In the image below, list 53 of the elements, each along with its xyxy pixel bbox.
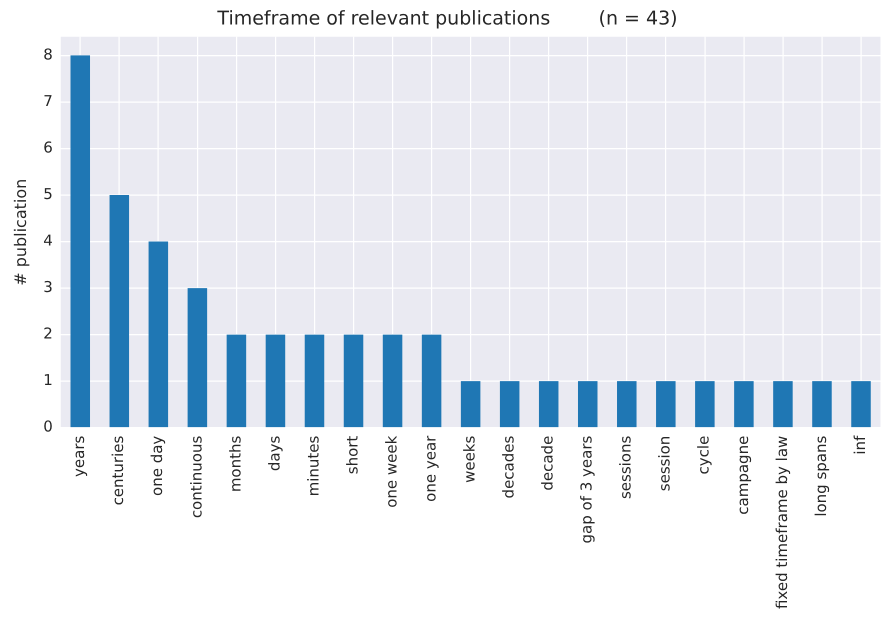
x-tick-label: session	[656, 436, 674, 492]
x-tick-label: sessions	[616, 436, 635, 500]
x-tick-label: campagne	[734, 436, 752, 515]
bar	[460, 381, 480, 428]
bar	[812, 381, 832, 428]
bar	[734, 381, 754, 428]
y-axis-title: # publication	[10, 178, 30, 286]
y-tick-label: 0	[43, 418, 53, 436]
x-tick-label: months	[226, 436, 244, 492]
x-tick-label: centuries	[109, 436, 128, 506]
y-tick-label: 8	[43, 45, 53, 64]
bar	[500, 381, 520, 428]
bar	[617, 381, 637, 428]
bar	[110, 195, 130, 428]
x-tick-label: gap of 3 years	[578, 436, 596, 544]
x-tick-label: decade	[538, 436, 557, 491]
x-tick-label: weeks	[460, 436, 479, 483]
bar	[773, 381, 793, 428]
x-tick-label: one year	[421, 434, 440, 502]
bar	[538, 381, 558, 428]
y-tick-label: 1	[43, 371, 53, 390]
y-tick-label: 6	[43, 138, 53, 156]
bar	[266, 334, 286, 428]
bar	[148, 242, 168, 428]
bar	[304, 334, 324, 428]
bar	[851, 381, 871, 428]
bar	[344, 334, 364, 428]
x-tick-label: long spans	[812, 436, 830, 517]
x-tick-label: decades	[500, 436, 518, 498]
y-tick-label: 2	[43, 324, 53, 343]
bar	[226, 334, 246, 428]
y-tick-label: 3	[43, 278, 53, 296]
bar	[695, 381, 715, 428]
bar	[188, 288, 208, 428]
x-tick-label: years	[70, 436, 88, 477]
y-tick-label: 4	[43, 231, 53, 250]
x-tick-label: fixed timeframe by law	[772, 436, 791, 610]
bar	[422, 334, 442, 428]
x-tick-label: days	[265, 436, 284, 472]
x-tick-label: one day	[148, 436, 166, 496]
y-tick-label: 7	[43, 92, 53, 110]
x-tick-label: inf	[850, 434, 869, 455]
bar	[70, 55, 90, 428]
x-tick-label: one week	[382, 435, 400, 508]
x-tick-label: continuous	[187, 436, 206, 518]
x-tick-label: short	[343, 436, 362, 474]
bar	[656, 381, 676, 428]
bar	[578, 381, 598, 428]
bar	[382, 334, 402, 428]
x-tick-label: cycle	[694, 436, 713, 474]
chart-title: Timeframe of relevant publications (n = 43)	[216, 7, 678, 30]
y-tick-label: 5	[43, 184, 53, 203]
x-tick-label: minutes	[304, 436, 322, 496]
